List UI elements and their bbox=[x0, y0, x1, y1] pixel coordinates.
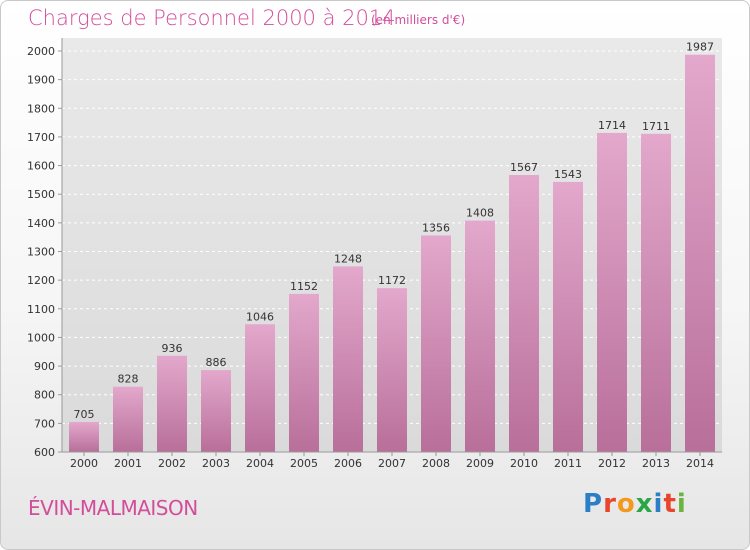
bar-value-label: 1543 bbox=[554, 168, 582, 181]
x-tick-label: 2010 bbox=[510, 457, 538, 470]
y-tick-label: 900 bbox=[34, 360, 55, 373]
bar bbox=[333, 266, 363, 452]
bar-value-label: 1408 bbox=[466, 207, 494, 220]
logo-letter: o bbox=[616, 489, 636, 519]
bar bbox=[641, 133, 671, 452]
y-tick-label: 1600 bbox=[27, 160, 55, 173]
bar bbox=[597, 132, 627, 452]
bar bbox=[113, 386, 143, 452]
bar bbox=[245, 324, 275, 452]
bar bbox=[377, 288, 407, 452]
x-tick-label: 2008 bbox=[422, 457, 450, 470]
y-tick-label: 1300 bbox=[27, 246, 55, 259]
bars: 705 828 936 886 1046 1152 1248 1172 1356 1408 1567… bbox=[69, 41, 715, 453]
x-axis: 2000 2001 2002 2003 2004 2005 2006 2007 2008 2009… bbox=[62, 451, 722, 470]
bar-value-label: 705 bbox=[74, 408, 95, 421]
bar-value-label: 886 bbox=[206, 356, 227, 369]
bar bbox=[553, 181, 583, 452]
logo-letter: i bbox=[653, 489, 664, 519]
bar-value-label: 1356 bbox=[422, 221, 450, 234]
x-tick-label: 2005 bbox=[290, 457, 318, 470]
y-tick-label: 1900 bbox=[27, 74, 55, 87]
logo-letter: r bbox=[603, 489, 617, 519]
logo-letter: x bbox=[635, 489, 654, 519]
logo-letter: P bbox=[583, 489, 604, 519]
y-tick-label: 600 bbox=[34, 446, 55, 459]
x-tick-label: 2006 bbox=[334, 457, 362, 470]
bar bbox=[509, 175, 539, 453]
y-tick-label: 2000 bbox=[27, 45, 55, 58]
x-tick-label: 2011 bbox=[554, 457, 582, 470]
bar-value-label: 1248 bbox=[334, 252, 362, 265]
bar bbox=[421, 235, 451, 452]
chart-subtitle: (en milliers d'€) bbox=[371, 13, 466, 27]
y-tick-label: 1800 bbox=[27, 102, 55, 115]
bar-value-label: 1046 bbox=[246, 310, 274, 323]
bar bbox=[157, 355, 187, 452]
y-tick-label: 800 bbox=[34, 389, 55, 402]
city-name: ÉVIN-MALMAISON bbox=[28, 496, 198, 520]
x-tick-label: 2001 bbox=[114, 457, 142, 470]
bar-value-label: 1987 bbox=[686, 41, 714, 54]
bar-value-label: 1152 bbox=[290, 280, 318, 293]
x-tick-label: 2002 bbox=[158, 457, 186, 470]
y-tick-label: 1100 bbox=[27, 303, 55, 316]
x-tick-label: 2003 bbox=[202, 457, 230, 470]
bar-value-label: 1172 bbox=[378, 274, 406, 287]
chart-title: Charges de Personnel 2000 à 2014 bbox=[28, 6, 396, 30]
x-tick-label: 2000 bbox=[70, 457, 98, 470]
x-tick-label: 2012 bbox=[598, 457, 626, 470]
bar bbox=[465, 220, 495, 452]
bar-value-label: 936 bbox=[162, 342, 183, 355]
y-tick-label: 1200 bbox=[27, 274, 55, 287]
x-tick-label: 2013 bbox=[642, 457, 670, 470]
proxiti-logo: Proxiti bbox=[583, 489, 687, 519]
logo-letter: t bbox=[663, 489, 677, 519]
y-tick-label: 1000 bbox=[27, 331, 55, 344]
y-axis: 600 700 800 900 1000 1100 1200 1300 1400 1500 1600… bbox=[27, 38, 63, 459]
bar bbox=[289, 293, 319, 452]
y-tick-label: 1500 bbox=[27, 188, 55, 201]
bar bbox=[201, 370, 231, 452]
logo-letter: i bbox=[676, 489, 687, 519]
bar-value-label: 1714 bbox=[598, 119, 626, 132]
x-tick-label: 2004 bbox=[246, 457, 274, 470]
x-tick-label: 2009 bbox=[466, 457, 494, 470]
bar-value-label: 828 bbox=[118, 373, 139, 386]
y-tick-label: 1400 bbox=[27, 217, 55, 230]
bar-value-label: 1711 bbox=[642, 120, 670, 133]
y-tick-label: 1700 bbox=[27, 131, 55, 144]
bar-value-label: 1567 bbox=[510, 161, 538, 174]
bar bbox=[685, 54, 715, 452]
y-tick-label: 700 bbox=[34, 417, 55, 430]
x-tick-label: 2007 bbox=[378, 457, 406, 470]
x-tick-label: 2014 bbox=[686, 457, 714, 470]
bar bbox=[69, 421, 99, 452]
